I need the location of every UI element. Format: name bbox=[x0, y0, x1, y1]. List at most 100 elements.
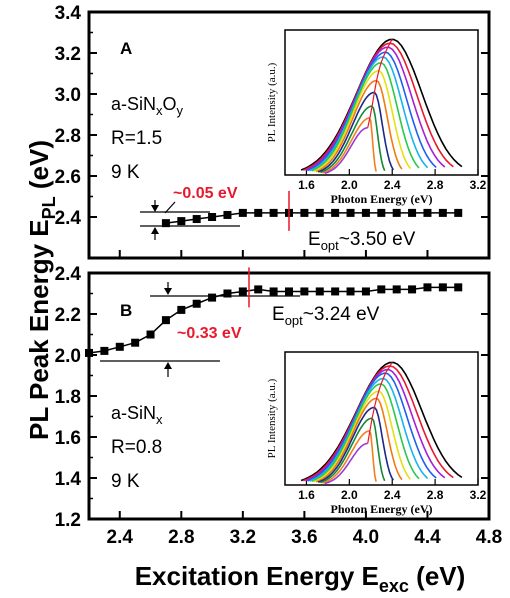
inset-curve bbox=[300, 38, 463, 171]
panel-a-arrow-up-head bbox=[151, 205, 159, 212]
panel-b-letter: B bbox=[120, 301, 132, 320]
data-point bbox=[238, 208, 247, 217]
data-point bbox=[254, 285, 263, 294]
inset-y-label: PL Intensity (a.u.) bbox=[266, 378, 278, 458]
panel-b-material: a-SiNx bbox=[111, 403, 163, 427]
data-point bbox=[269, 208, 278, 217]
data-point bbox=[146, 330, 155, 339]
inset-curve bbox=[305, 368, 446, 482]
inset-curve bbox=[317, 91, 395, 173]
data-point bbox=[85, 348, 93, 357]
data-point bbox=[285, 287, 293, 296]
inset-curve bbox=[324, 442, 368, 485]
panel-a-shift-label: ~0.05 eV bbox=[173, 185, 238, 202]
panel-a-shift-pointer bbox=[164, 201, 176, 214]
panel-b-arrow-top-head bbox=[164, 288, 172, 295]
panel-a-eopt-label: Eopt~3.50 eV bbox=[308, 229, 416, 253]
inset-curve bbox=[309, 377, 429, 482]
inset-x-tick-label: 2.0 bbox=[341, 488, 358, 502]
panel-a-data bbox=[161, 208, 463, 228]
inset-curve bbox=[320, 105, 386, 174]
panel-b-arrow-bottom-head bbox=[164, 362, 172, 369]
data-point bbox=[423, 283, 432, 292]
panel-b-inset: 1.6 2.0 2.4 2.8 3.2 Photon Energy (eV) PL Inte… bbox=[266, 351, 487, 516]
x-tick-label: 2.4 bbox=[107, 527, 134, 548]
inset-curve bbox=[300, 361, 463, 482]
inset-curve bbox=[311, 62, 420, 172]
panel-a-arrow-down-head bbox=[151, 227, 159, 234]
inset-curve bbox=[315, 397, 403, 483]
panel-b-shift-label: ~0.33 eV bbox=[177, 325, 242, 342]
data-point bbox=[454, 208, 463, 217]
data-point bbox=[223, 210, 232, 219]
data-point bbox=[423, 208, 432, 217]
inset-curve bbox=[317, 406, 394, 483]
data-point bbox=[269, 287, 278, 296]
data-point bbox=[361, 208, 370, 217]
inset-x-tick-label: 3.2 bbox=[470, 178, 487, 192]
x-tick-label: 3.6 bbox=[291, 527, 317, 548]
x-tick-label: 4.4 bbox=[414, 527, 441, 548]
data-point bbox=[161, 316, 170, 325]
data-point bbox=[392, 285, 401, 294]
data-point bbox=[361, 287, 370, 296]
data-point bbox=[408, 285, 417, 294]
inset-x-tick-label: 2.4 bbox=[384, 178, 401, 192]
y-tick-label: 1.8 bbox=[55, 387, 81, 408]
data-point bbox=[208, 213, 217, 221]
inset-x-label: Photon Energy (eV) bbox=[331, 192, 433, 206]
data-point bbox=[177, 217, 186, 226]
y-axis-title: PL Peak Energy EPL (eV) bbox=[24, 140, 59, 440]
data-point bbox=[254, 208, 263, 217]
inset-curve bbox=[311, 383, 420, 483]
y-tick-label: 1.2 bbox=[55, 510, 81, 531]
y-tick-label: 2.4 bbox=[55, 208, 82, 229]
inset-curve bbox=[320, 417, 386, 484]
inset-curve bbox=[322, 116, 377, 174]
data-point bbox=[454, 283, 463, 292]
y-tick-label: 2.2 bbox=[55, 305, 81, 326]
panel-b-x-ticks: 2.4 2.8 3.2 3.6 4.0 4.4 4.8 bbox=[107, 511, 502, 548]
inset-x-tick-label: 3.2 bbox=[470, 488, 487, 502]
panel-a-material: a-SiNxOy bbox=[111, 94, 184, 118]
data-point bbox=[331, 208, 340, 217]
data-point bbox=[438, 283, 447, 292]
panel-a-letter: A bbox=[120, 39, 132, 58]
panel-b-eopt-label: Eopt~3.24 eV bbox=[272, 304, 380, 328]
data-point bbox=[408, 208, 417, 217]
y-tick-label: 2.8 bbox=[55, 126, 81, 147]
data-point bbox=[161, 219, 170, 228]
y-tick-label: 3.4 bbox=[55, 3, 82, 24]
inset-curve bbox=[313, 390, 412, 483]
data-point bbox=[131, 338, 140, 347]
inset-x-tick-label: 2.0 bbox=[341, 178, 358, 192]
inset-x-label: Photon Energy (eV) bbox=[331, 502, 433, 516]
panel-b: 1.2 1.4 1.6 1.8 2.0 2.2 2.4 2.4 2.8 3.2 3.6 4.0 4.4… bbox=[55, 264, 503, 548]
y-tick-label: 1.4 bbox=[55, 469, 82, 490]
data-point bbox=[331, 287, 340, 296]
panel-a-y-ticks: 2.4 2.6 2.8 3.0 3.2 3.4 bbox=[55, 3, 489, 258]
data-point bbox=[300, 208, 309, 217]
y-tick-label: 3.0 bbox=[55, 85, 81, 106]
data-point bbox=[300, 287, 309, 296]
y-tick-label: 1.6 bbox=[55, 428, 81, 449]
data-point bbox=[192, 299, 201, 308]
data-point bbox=[177, 305, 186, 314]
x-tick-label: 2.8 bbox=[168, 527, 194, 548]
data-point bbox=[377, 285, 386, 294]
inset-x-tick-label: 2.8 bbox=[427, 178, 444, 192]
data-point bbox=[208, 293, 217, 302]
inset-peak-line bbox=[367, 361, 393, 444]
data-point bbox=[315, 287, 324, 296]
data-point bbox=[346, 208, 355, 217]
data-point bbox=[438, 208, 447, 217]
inset-x-tick-label: 1.6 bbox=[298, 488, 315, 502]
data-point bbox=[115, 342, 124, 351]
inset-y-label: PL Intensity (a.u.) bbox=[266, 62, 278, 142]
data-point bbox=[192, 215, 201, 224]
panel-a-ratio: R=1.5 bbox=[111, 128, 162, 149]
data-point bbox=[377, 208, 386, 217]
panel-b-data bbox=[85, 283, 463, 357]
inset-curve bbox=[307, 51, 437, 172]
inset-curve bbox=[302, 365, 454, 482]
